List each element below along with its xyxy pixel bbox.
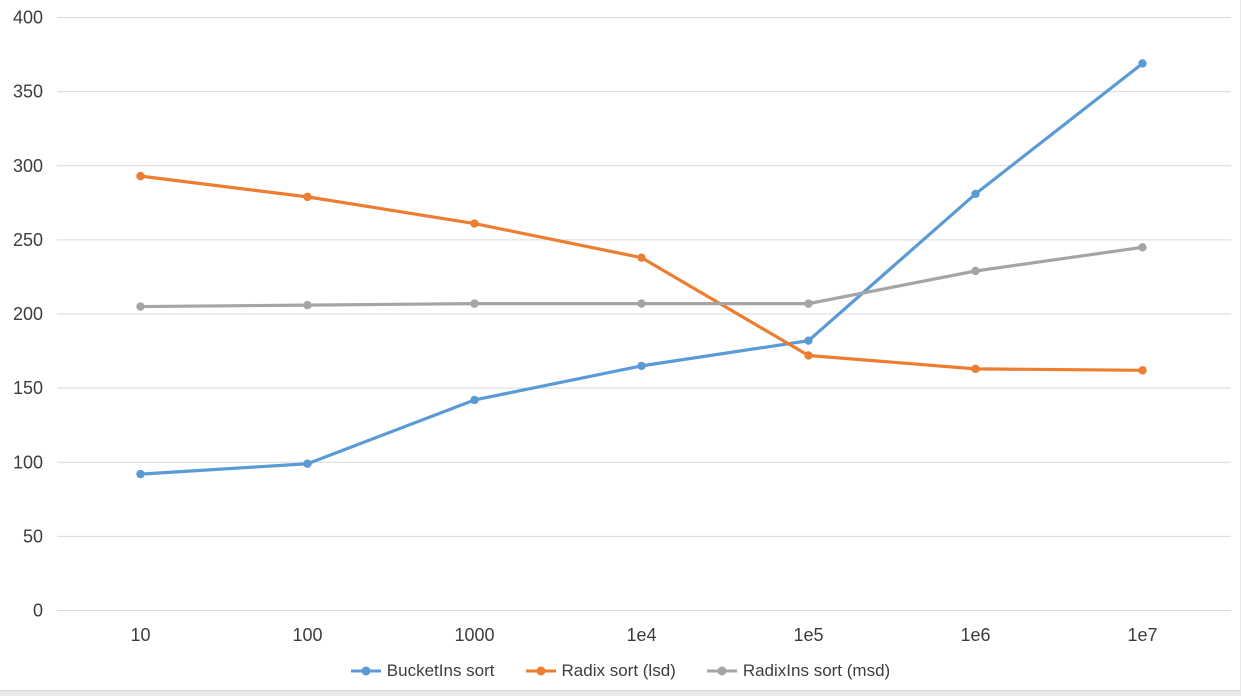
y-axis-tick-label: 0 xyxy=(33,601,43,621)
legend-item[interactable]: Radix sort (lsd) xyxy=(525,661,676,681)
data-point-marker[interactable] xyxy=(136,302,145,311)
legend-label: BucketIns sort xyxy=(386,661,495,680)
data-point-marker[interactable] xyxy=(637,253,646,262)
x-axis-tick-label: 1e5 xyxy=(793,625,823,645)
legend-marker-icon xyxy=(525,666,556,676)
y-axis-tick-label: 400 xyxy=(13,8,43,28)
series-line[interactable] xyxy=(138,174,1145,372)
x-axis-tick-label: 1e7 xyxy=(1127,625,1157,645)
bottom-edge-strip xyxy=(0,690,1240,696)
data-point-marker[interactable] xyxy=(136,469,145,479)
legend-item[interactable]: RadixIns sort (msd) xyxy=(706,661,890,681)
data-point-marker[interactable] xyxy=(470,219,479,228)
data-point-marker[interactable] xyxy=(303,192,312,202)
y-axis-tick-label: 150 xyxy=(13,378,43,398)
data-point-marker[interactable] xyxy=(804,299,813,308)
y-axis-tick-label: 250 xyxy=(13,230,43,250)
y-axis-tick-label: 100 xyxy=(13,452,43,472)
series-lines xyxy=(136,59,1147,479)
legend-item[interactable]: BucketIns sort xyxy=(350,661,495,681)
x-axis-labels: 10 100 1000 1e4 1e5 1e6 1e7 xyxy=(130,625,1157,645)
data-point-marker[interactable] xyxy=(971,189,980,199)
y-axis-tick-label: 300 xyxy=(13,156,43,176)
data-point-marker[interactable] xyxy=(804,336,813,345)
data-point-marker[interactable] xyxy=(303,459,312,468)
series-radix-sort-lsd-[interactable] xyxy=(136,171,1147,375)
data-point-marker[interactable] xyxy=(136,171,145,181)
legend: BucketIns sort Radix sort (lsd) RadixIns s… xyxy=(0,661,1240,681)
x-axis-tick-label: 100 xyxy=(292,625,322,645)
x-axis-tick-label: 1e4 xyxy=(626,625,656,645)
data-point-marker[interactable] xyxy=(971,266,980,276)
data-point-marker[interactable] xyxy=(470,299,479,308)
x-axis-tick-label: 10 xyxy=(130,625,150,645)
data-point-marker[interactable] xyxy=(637,299,646,308)
data-point-marker[interactable] xyxy=(971,364,980,374)
legend-marker-icon xyxy=(706,666,737,676)
legend-label: RadixIns sort (msd) xyxy=(742,661,891,680)
data-point-marker[interactable] xyxy=(1138,366,1147,375)
series-bucketins-sort[interactable] xyxy=(136,59,1147,479)
data-point-marker[interactable] xyxy=(1138,59,1147,68)
y-axis-labels: 0 50 100 150 200 250 300 350 400 xyxy=(13,8,43,621)
x-axis-tick-label: 1e6 xyxy=(960,625,990,645)
data-point-marker[interactable] xyxy=(637,361,646,371)
gridlines xyxy=(57,17,1231,611)
y-axis-tick-label: 50 xyxy=(23,526,43,546)
data-point-marker[interactable] xyxy=(804,351,813,360)
data-point-marker[interactable] xyxy=(470,395,479,405)
y-axis-tick-label: 200 xyxy=(13,304,43,324)
y-axis-tick-label: 350 xyxy=(13,82,43,102)
data-point-marker[interactable] xyxy=(303,300,312,310)
line-chart: 0 50 100 150 200 250 300 350 400 10 100 1000 1e4 1e5… xyxy=(13,8,1231,645)
legend-marker-icon xyxy=(350,666,381,676)
series-radixins-sort-msd-[interactable] xyxy=(136,243,1147,311)
legend-label: Radix sort (lsd) xyxy=(561,661,676,680)
x-axis-tick-label: 1000 xyxy=(454,625,494,645)
data-point-marker[interactable] xyxy=(1138,243,1147,252)
